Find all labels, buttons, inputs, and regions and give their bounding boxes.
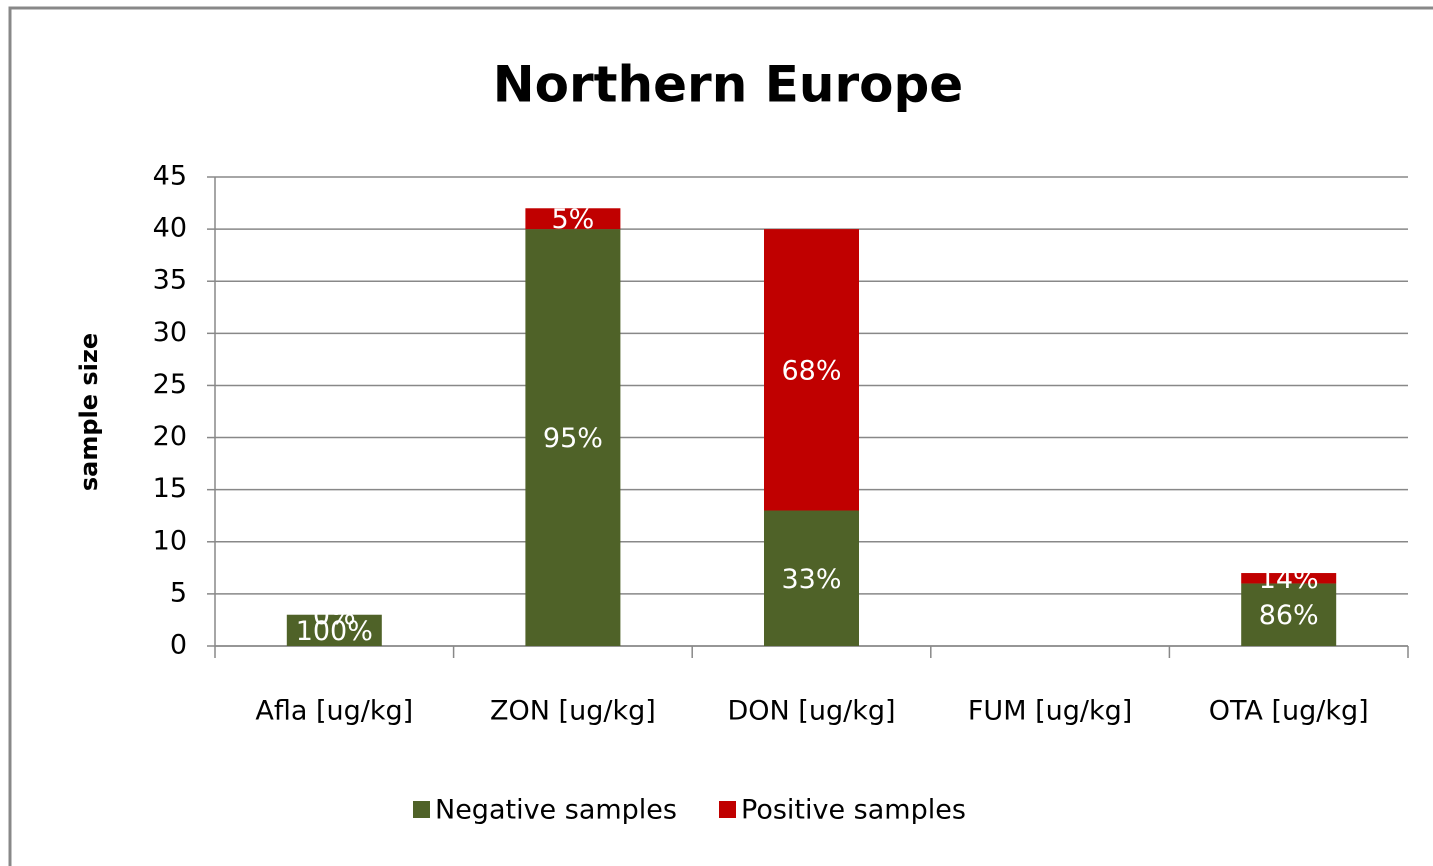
bar-segment <box>764 510 859 646</box>
data-label: 100% <box>296 616 373 647</box>
legend-swatch <box>413 801 430 818</box>
y-tick-label: 35 <box>153 265 187 296</box>
y-tick-label: 25 <box>153 369 187 400</box>
legend-label: Negative samples <box>435 795 677 826</box>
bar-segment <box>764 229 859 511</box>
x-tick-label: ZON [ug/kg] <box>490 696 656 727</box>
y-tick-label: 5 <box>170 577 187 608</box>
data-label: 5% <box>551 204 594 235</box>
bar-segment <box>1241 573 1337 584</box>
data-label: 14% <box>1259 564 1319 595</box>
x-tick-label: OTA [ug/kg] <box>1209 696 1369 727</box>
y-tick-label: 0 <box>170 630 187 661</box>
x-tick-label: DON [ug/kg] <box>727 696 895 727</box>
data-label: 86% <box>1259 600 1319 631</box>
bar-segment <box>525 208 621 230</box>
y-axis-label: sample size <box>75 333 103 491</box>
legend-label: Positive samples <box>741 795 966 826</box>
y-tick-label: 20 <box>153 421 187 452</box>
y-tick-label: 15 <box>153 473 187 504</box>
y-tick-label: 10 <box>153 525 187 556</box>
x-tick-label: FUM [ug/kg] <box>968 696 1132 727</box>
y-tick-label: 45 <box>153 161 187 192</box>
y-tick-label: 30 <box>153 317 187 348</box>
bar-segment <box>286 614 382 646</box>
data-label: 68% <box>781 355 841 386</box>
bar-segment <box>1241 583 1337 646</box>
data-label: 95% <box>543 423 603 454</box>
chart-title: Northern Europe <box>493 56 963 114</box>
legend-swatch <box>719 801 736 818</box>
bar-segment <box>525 229 621 646</box>
data-label: 33% <box>781 564 841 595</box>
y-tick-label: 40 <box>153 213 187 244</box>
data-label: 0% <box>313 600 356 631</box>
x-tick-label: Afla [ug/kg] <box>255 696 413 727</box>
